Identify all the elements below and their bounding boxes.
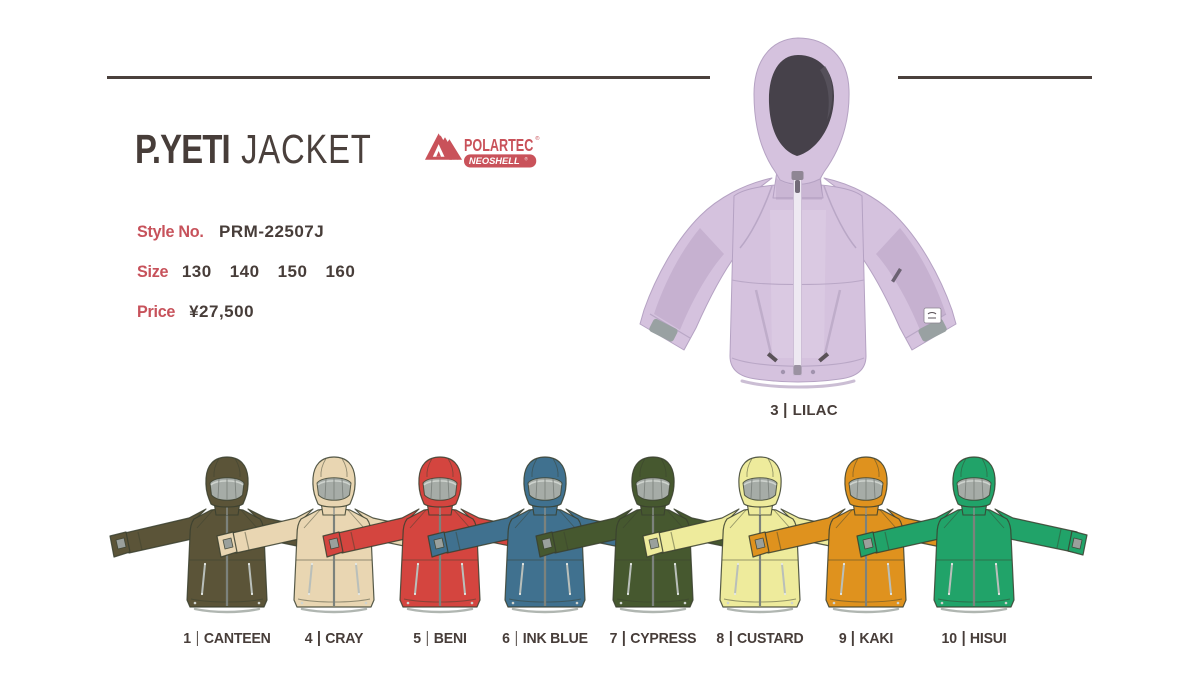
colorway-number: 5 xyxy=(413,630,422,647)
product-name: P.YETI xyxy=(135,126,231,172)
colorway-label: 5 BENI xyxy=(323,630,558,647)
style-value: PRM-22507J xyxy=(219,222,325,241)
price-value: ¥27,500 xyxy=(189,302,255,321)
polartec-mountain-icon: POLARTEC ® NEOSHELL ® xyxy=(424,133,540,168)
colorway-swatch: 4 CRAY xyxy=(209,452,459,662)
cuff-tab xyxy=(649,318,678,342)
size-label: Size xyxy=(137,262,169,281)
label-divider xyxy=(784,403,787,418)
polartec-logo: POLARTEC ® NEOSHELL ® xyxy=(424,128,546,170)
featured-color-name: LILAC xyxy=(792,402,838,419)
colorway-name: CANTEEN xyxy=(203,630,271,647)
size-option: 160 xyxy=(325,262,356,281)
colorway-name: BENI xyxy=(433,630,467,647)
jacket-illustration xyxy=(849,452,1099,614)
label-divider xyxy=(962,631,965,646)
price-row: Price ¥27,500 xyxy=(137,302,355,342)
neoshell-reg-mark: ® xyxy=(525,157,529,162)
polartec-reg-mark: ® xyxy=(535,135,540,142)
top-rule xyxy=(107,76,1092,79)
colorway-name: HISUI xyxy=(969,630,1007,647)
colorway-label: 1 CANTEEN xyxy=(110,630,345,647)
colorway-number: 10 xyxy=(941,630,958,647)
colorway-name: CYPRESS xyxy=(630,630,697,647)
lilac-jacket-image xyxy=(639,37,957,389)
colorway-swatch: 6 INK BLUE xyxy=(420,452,670,662)
featured-color-number: 3 xyxy=(770,402,779,419)
style-row: Style No. PRM-22507J xyxy=(137,222,355,262)
size-option: 130 xyxy=(181,262,212,281)
product-info: Style No. PRM-22507J Size 130 140 150 16… xyxy=(137,222,355,342)
colorway-swatch: 10 HISUI xyxy=(849,452,1099,662)
colorway-label: 6 INK BLUE xyxy=(428,630,663,647)
label-divider xyxy=(196,631,199,646)
colorway-name: KAKI xyxy=(859,630,894,647)
colorway-swatch: 5 BENI xyxy=(315,452,565,662)
label-divider xyxy=(426,631,429,646)
colorway-name: CRAY xyxy=(325,630,364,647)
polartec-wordmark: POLARTEC xyxy=(464,135,534,155)
colorway-swatch: 8 CUSTARD xyxy=(635,452,885,662)
label-divider xyxy=(318,631,320,646)
colorway-label: 8 CUSTARD xyxy=(643,630,878,647)
featured-product-photo xyxy=(620,28,980,398)
label-divider xyxy=(729,631,732,646)
cuff-tab xyxy=(918,318,947,342)
label-divider xyxy=(852,631,854,646)
style-label: Style No. xyxy=(137,222,204,241)
colorway-name: CUSTARD xyxy=(736,630,804,647)
colorway-label: 4 CRAY xyxy=(217,630,452,647)
label-divider xyxy=(623,631,625,646)
colorway-number: 9 xyxy=(838,630,847,647)
sleeve-logo-patch xyxy=(923,307,942,324)
colorway-number: 6 xyxy=(502,630,511,647)
colorway-name: INK BLUE xyxy=(522,630,588,647)
colorway-number: 4 xyxy=(304,630,313,647)
size-option: 150 xyxy=(277,262,308,281)
size-values: 130 140 150 160 xyxy=(182,262,356,282)
featured-color-label: 3 LILAC xyxy=(770,402,838,419)
colorway-swatch: 7 CYPRESS xyxy=(528,452,778,662)
product-type: JACKET xyxy=(241,126,372,172)
colorway-number: 7 xyxy=(609,630,618,647)
page-title: P.YETI JACKET xyxy=(135,126,372,173)
price-label: Price xyxy=(137,302,176,321)
label-divider xyxy=(515,631,518,646)
colorway-label: 10 HISUI xyxy=(857,630,1092,647)
colorway-label: 9 KAKI xyxy=(749,630,984,647)
colorway-swatch: 1 CANTEEN xyxy=(102,452,352,662)
colorway-number: 8 xyxy=(716,630,725,647)
size-row: Size 130 140 150 160 xyxy=(137,262,355,302)
neoshell-wordmark: NEOSHELL xyxy=(469,156,520,166)
colorway-label: 7 CYPRESS xyxy=(536,630,771,647)
colorway-number: 1 xyxy=(183,630,192,647)
colorway-swatch: 9 KAKI xyxy=(741,452,991,662)
size-option: 140 xyxy=(229,262,260,281)
